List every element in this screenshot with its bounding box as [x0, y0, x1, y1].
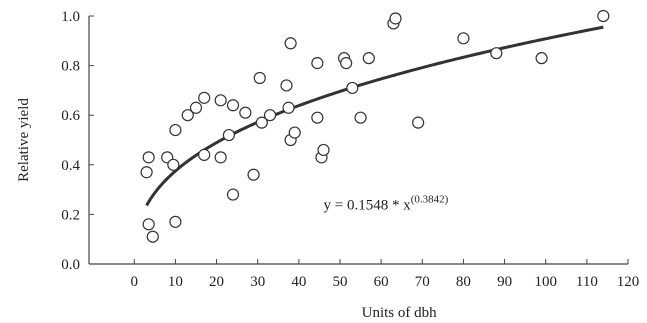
scatter-point: [490, 47, 503, 60]
scatter-point: [253, 71, 266, 85]
scatter-point: [288, 126, 301, 139]
scatter-point: [597, 9, 610, 23]
scatter-point: [311, 111, 324, 124]
x-tick-label: 40: [291, 274, 306, 290]
y-ticks: 0.0 0.2 0.4 0.6 0.8 1.0: [61, 9, 94, 273]
scatter-point: [340, 57, 353, 70]
scatter-point: [169, 123, 182, 137]
scatter-point: [214, 151, 227, 164]
scatter-point: [362, 52, 375, 65]
scatter-point: [280, 79, 293, 92]
x-tick-label: 10: [168, 274, 183, 290]
scatter-point: [198, 91, 211, 104]
y-axis-label: Relative yield: [16, 98, 32, 182]
scatter-point: [284, 37, 297, 50]
y-tick-label: 0.4: [61, 158, 80, 174]
scatter-point: [457, 32, 470, 45]
scatter-point: [389, 12, 402, 25]
x-tick-label: 50: [332, 274, 347, 290]
scatter-point: [140, 166, 153, 179]
x-tick-label: 60: [374, 274, 389, 290]
scatter-point: [311, 57, 324, 70]
scatter-point: [263, 109, 277, 122]
scatter-point: [354, 111, 367, 124]
x-tick-label: 20: [209, 274, 224, 290]
scatter-point: [346, 81, 359, 95]
scatter-point: [181, 109, 194, 122]
scatter-point: [222, 128, 235, 142]
scatter-points: [140, 9, 610, 243]
scatter-point: [255, 116, 268, 129]
fit-equation-main: y = 0.1548 * x: [324, 197, 412, 213]
x-ticks: 0 10 20 30 40 50 60 70 80 90 100 110 120: [131, 259, 640, 290]
scatter-point: [146, 230, 159, 243]
x-tick-label: 80: [456, 274, 471, 290]
x-tick-label: 90: [497, 274, 512, 290]
fit-equation-exponent: (0.3842): [411, 193, 449, 205]
scatter-point: [282, 101, 295, 114]
scatter-point: [142, 218, 155, 231]
fit-curve: [145, 25, 604, 207]
x-tick-label: 120: [617, 274, 640, 290]
scatter-point: [214, 94, 227, 107]
y-tick-label: 1.0: [61, 9, 80, 25]
scatter-point: [226, 188, 240, 201]
y-tick-label: 0.6: [61, 108, 80, 124]
scatter-point: [142, 151, 155, 164]
scatter-point: [189, 101, 203, 114]
x-tick-label: 70: [415, 274, 430, 290]
scatter-point: [198, 148, 211, 161]
y-tick-label: 0.8: [61, 59, 80, 75]
x-tick-label: 110: [576, 274, 598, 290]
scatter-point: [412, 116, 425, 129]
fit-equation: y = 0.1548 * x(0.3842): [324, 193, 449, 213]
x-axis-label: Units of dbh: [362, 305, 438, 321]
y-tick-label: 0.2: [61, 207, 80, 223]
scatter-point: [169, 215, 182, 228]
axes: 0.0 0.2 0.4 0.6 0.8 1.0 0 10 20 30 40 50 60 70 80 90 10…: [61, 9, 639, 290]
x-tick-label: 0: [131, 274, 139, 290]
scatter-point: [317, 143, 330, 157]
scatter-point: [239, 106, 252, 119]
x-tick-label: 30: [250, 274, 265, 290]
x-tick-label: 100: [534, 274, 557, 290]
scatter-point: [247, 168, 260, 181]
fit-line-group: [145, 25, 604, 207]
scatter-point: [167, 158, 180, 171]
y-tick-label: 0.0: [61, 257, 80, 273]
scatter-point: [226, 99, 240, 112]
scatter-point: [535, 52, 548, 65]
